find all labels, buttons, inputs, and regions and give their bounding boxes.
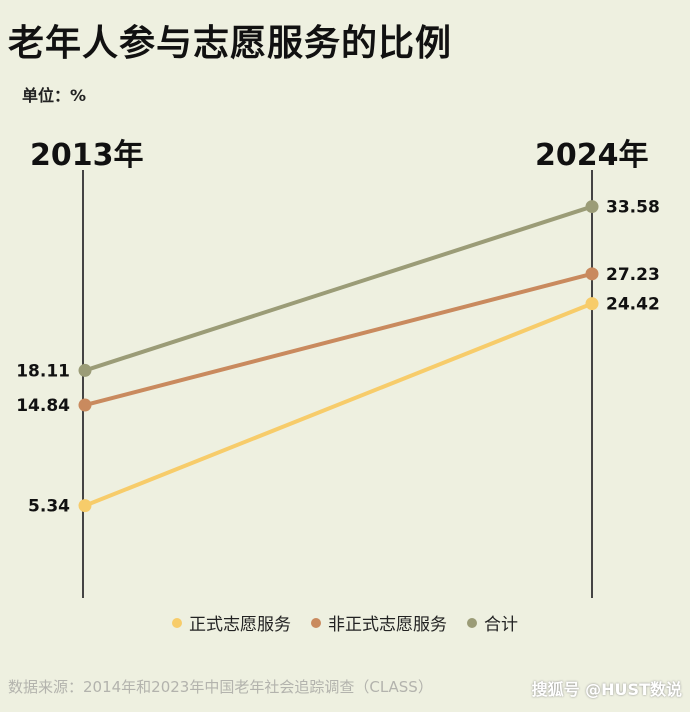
value-label-right: 27.23 bbox=[606, 265, 660, 285]
legend-item: 合计 bbox=[467, 610, 518, 635]
year-label-left: 2013年 bbox=[30, 138, 144, 173]
legend: 正式志愿服务 非正式志愿服务 合计 bbox=[0, 610, 690, 635]
data-point bbox=[585, 200, 599, 214]
value-label-left: 14.84 bbox=[16, 396, 70, 416]
series-line bbox=[84, 301, 593, 508]
value-label-left: 5.34 bbox=[28, 497, 70, 517]
chart-title: 老年人参与志愿服务的比例 bbox=[8, 23, 453, 64]
data-point bbox=[78, 363, 92, 377]
value-label-right: 33.58 bbox=[606, 198, 660, 218]
data-point bbox=[78, 398, 92, 412]
data-point bbox=[585, 267, 599, 281]
legend-dot bbox=[172, 617, 182, 628]
legend-item: 正式志愿服务 bbox=[172, 610, 291, 635]
value-label-left: 18.11 bbox=[16, 361, 70, 381]
series-line bbox=[84, 271, 593, 407]
value-label-right: 24.42 bbox=[606, 295, 660, 315]
legend-dot bbox=[467, 617, 477, 628]
year-label-right: 2024年 bbox=[535, 138, 649, 173]
legend-label: 合计 bbox=[484, 615, 518, 635]
unit-label: 单位：% bbox=[22, 86, 87, 105]
legend-item: 非正式志愿服务 bbox=[311, 610, 447, 635]
source-note: 数据来源：2014年和2023年中国老年社会追踪调查（CLASS） bbox=[8, 678, 433, 696]
watermark: 搜狐号 @HUST数说 bbox=[531, 680, 682, 699]
legend-dot bbox=[311, 617, 321, 628]
legend-label: 正式志愿服务 bbox=[189, 615, 291, 635]
data-point bbox=[585, 297, 599, 311]
data-point bbox=[78, 499, 92, 513]
series-line bbox=[84, 204, 593, 373]
legend-label: 非正式志愿服务 bbox=[328, 615, 447, 635]
